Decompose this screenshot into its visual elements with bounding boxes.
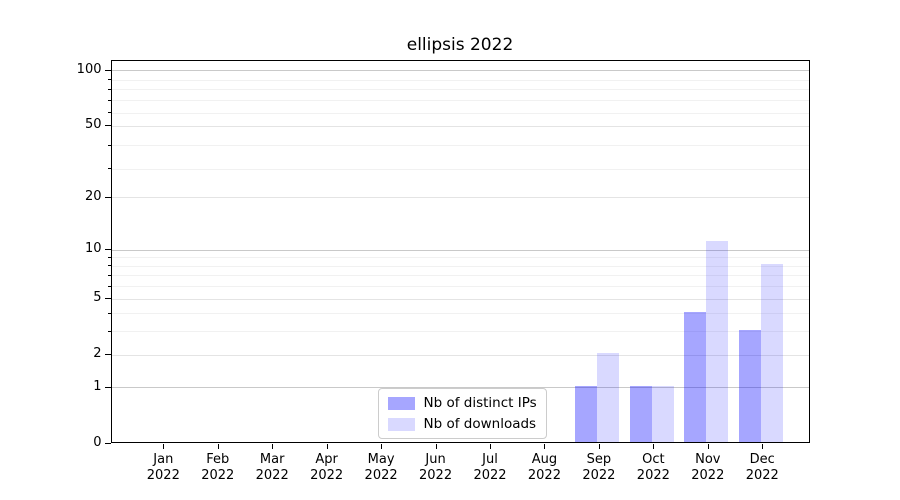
- y-minor-tick: [107, 256, 111, 258]
- legend-swatch-downloads: [387, 417, 415, 431]
- y-tick: [104, 69, 111, 71]
- bar-nb-of-distinct-ips: [575, 385, 598, 442]
- y-minor-tick: [107, 79, 111, 81]
- x-tick: [490, 443, 491, 449]
- y-minor-gridline: [111, 265, 809, 267]
- x-tick: [707, 443, 709, 449]
- chart-title: ellipsis 2022: [406, 35, 514, 55]
- y-gridline: [111, 197, 809, 199]
- x-tick-label: Apr 2022: [310, 452, 344, 483]
- legend-label-downloads: Nb of downloads: [423, 416, 537, 432]
- y-tick: [104, 443, 111, 444]
- y-tick-label: 2: [93, 346, 102, 362]
- y-tick: [104, 354, 111, 356]
- y-gridline: [111, 298, 809, 300]
- y-minor-tick: [107, 285, 111, 287]
- bar-nb-of-distinct-ips: [684, 311, 707, 442]
- y-minor-gridline: [111, 89, 809, 91]
- bar-nb-of-downloads: [651, 385, 674, 442]
- y-minor-gridline: [111, 275, 809, 277]
- y-tick: [104, 196, 111, 198]
- y-minor-tick: [107, 99, 111, 101]
- y-minor-tick: [107, 168, 111, 170]
- x-tick: [326, 443, 328, 449]
- y-gridline: [111, 249, 809, 251]
- x-tick-label: Aug 2022: [527, 452, 561, 483]
- y-gridline: [111, 70, 809, 72]
- legend-swatch-distinct-ips: [387, 396, 415, 410]
- plot-area: Nb of distinct IPs Nb of downloads: [110, 60, 810, 443]
- y-minor-gridline: [111, 286, 809, 288]
- legend-item-downloads: Nb of downloads: [387, 416, 537, 432]
- y-tick-label: 0: [93, 435, 102, 450]
- x-tick-label: Mar 2022: [255, 452, 289, 483]
- x-tick-label: Jul 2022: [473, 452, 507, 483]
- y-minor-gridline: [111, 168, 809, 170]
- y-minor-gridline: [111, 112, 809, 114]
- y-minor-gridline: [111, 100, 809, 102]
- x-tick: [272, 443, 274, 449]
- y-gridline: [111, 387, 809, 389]
- y-tick: [104, 298, 111, 300]
- y-tick-label: 100: [76, 61, 102, 77]
- y-minor-gridline: [111, 79, 809, 81]
- y-gridline: [111, 354, 809, 356]
- x-tick-label: Jun 2022: [419, 452, 453, 483]
- y-tick: [104, 386, 111, 388]
- y-minor-gridline: [111, 331, 809, 333]
- bar-nb-of-distinct-ips: [738, 329, 761, 442]
- x-tick: [598, 443, 600, 449]
- y-minor-tick: [107, 274, 111, 276]
- y-minor-gridline: [111, 313, 809, 315]
- legend-item-distinct-ips: Nb of distinct IPs: [387, 395, 537, 411]
- legend: Nb of distinct IPs Nb of downloads: [377, 388, 547, 439]
- x-tick-label: Nov 2022: [691, 452, 725, 483]
- y-tick-label: 5: [93, 290, 102, 306]
- y-tick: [104, 249, 111, 251]
- x-tick: [217, 443, 219, 449]
- x-tick-label: Dec 2022: [745, 452, 779, 483]
- y-tick-label: 1: [93, 378, 102, 394]
- x-tick: [653, 443, 655, 449]
- y-minor-tick: [107, 144, 111, 146]
- x-tick: [544, 443, 546, 449]
- x-tick-label: Sep 2022: [582, 452, 616, 483]
- y-tick-label: 20: [84, 188, 102, 204]
- x-tick: [435, 443, 437, 449]
- y-minor-tick: [107, 112, 111, 114]
- bar-nb-of-downloads: [760, 264, 783, 442]
- bar-nb-of-distinct-ips: [629, 385, 652, 442]
- y-tick-label: 10: [84, 241, 102, 257]
- x-tick: [163, 443, 165, 449]
- x-tick-label: Jan 2022: [146, 452, 180, 483]
- x-tick: [762, 443, 764, 449]
- x-tick-label: Feb 2022: [201, 452, 235, 483]
- bar-nb-of-downloads: [706, 241, 729, 442]
- x-tick-label: Oct 2022: [636, 452, 670, 483]
- y-minor-gridline: [111, 145, 809, 147]
- x-tick-label: May 2022: [364, 452, 398, 483]
- y-minor-tick: [107, 330, 111, 332]
- y-minor-tick: [107, 265, 111, 267]
- y-minor-gridline: [111, 257, 809, 259]
- y-tick: [104, 125, 111, 127]
- x-tick: [381, 443, 383, 449]
- legend-label-distinct-ips: Nb of distinct IPs: [423, 395, 537, 411]
- y-tick-label: 50: [84, 117, 102, 133]
- bar-nb-of-downloads: [597, 353, 620, 442]
- y-minor-tick: [107, 88, 111, 90]
- y-gridline: [111, 125, 809, 127]
- y-minor-tick: [107, 312, 111, 314]
